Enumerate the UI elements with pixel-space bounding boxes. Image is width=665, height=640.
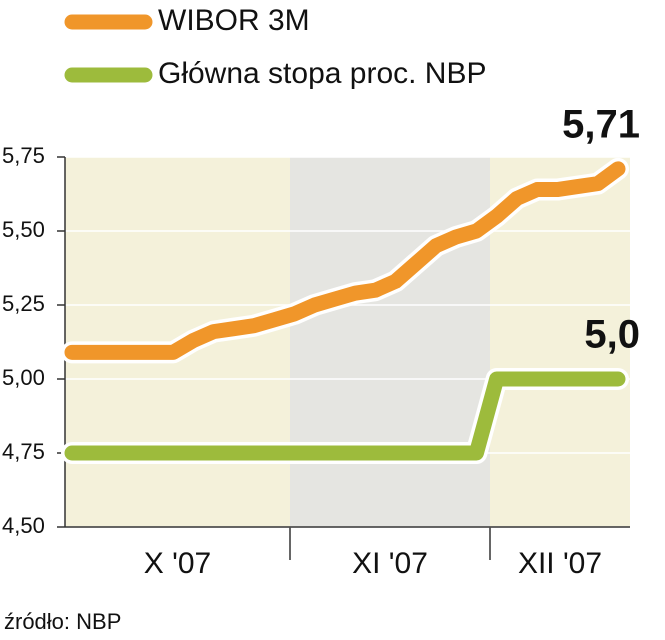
y-tick-label: 5,75 xyxy=(2,143,45,168)
x-tick-label: XII '07 xyxy=(518,547,602,580)
y-tick-label: 4,50 xyxy=(2,513,45,538)
month-band xyxy=(490,157,630,527)
month-band xyxy=(290,157,490,527)
line xyxy=(64,371,626,461)
x-tick-label: X '07 xyxy=(144,547,211,580)
y-tick-label: 5,00 xyxy=(2,365,45,390)
y-tick-label: 4,75 xyxy=(2,439,45,464)
annotation: 5,0 xyxy=(584,313,640,357)
x-tick-label: XI '07 xyxy=(352,547,428,580)
source: źródło: NBP xyxy=(4,609,121,634)
line xyxy=(64,161,626,360)
legend-label: Główna stopa proc. NBP xyxy=(158,57,487,90)
y-tick-label: 5,25 xyxy=(2,291,45,316)
annotation: 5,71 xyxy=(562,102,640,146)
legend-label: WIBOR 3M xyxy=(158,4,310,37)
y-tick-label: 5,50 xyxy=(2,217,45,242)
